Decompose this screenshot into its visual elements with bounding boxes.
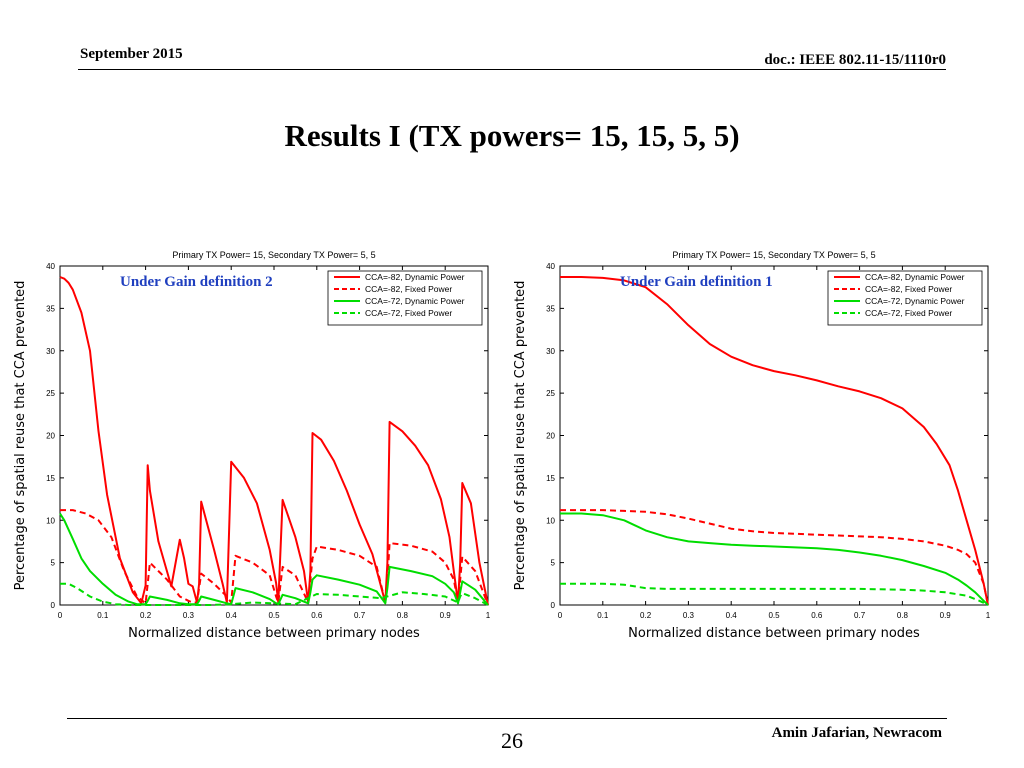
legend-label: CCA=-82, Dynamic Power: [365, 272, 465, 282]
y-tick-label: 5: [51, 559, 56, 568]
chart-left-svg: Primary TX Power= 15, Secondary TX Power…: [13, 250, 491, 641]
y-axis-label: Percentage of spatial reuse that CCA pre…: [513, 281, 528, 591]
legend-label: CCA=-82, Fixed Power: [365, 284, 452, 294]
x-tick-label: 0.9: [940, 611, 952, 620]
footer-divider: [67, 718, 947, 719]
x-tick-label: 0.6: [811, 611, 823, 620]
header-divider: [78, 69, 946, 70]
y-tick-label: 20: [46, 432, 55, 441]
chart-annotation: Under Gain definition 1: [620, 274, 773, 290]
y-axis-label: Percentage of spatial reuse that CCA pre…: [13, 281, 28, 591]
x-tick-label: 0.4: [726, 611, 738, 620]
x-tick-label: 1: [986, 611, 991, 620]
series-line-4: [60, 582, 489, 606]
x-axis-label: Normalized distance between primary node…: [628, 626, 920, 641]
legend-label: CCA=-72, Fixed Power: [865, 308, 952, 318]
header-doc-id: doc.: IEEE 802.11-15/1110r0: [764, 52, 946, 68]
y-tick-label: 40: [46, 262, 55, 271]
legend-label: CCA=-72, Dynamic Power: [865, 296, 965, 306]
legend-box: [827, 270, 983, 326]
series-line-3: [560, 512, 989, 606]
x-tick-label: 0.3: [183, 611, 195, 620]
y-tick-label: 25: [46, 389, 55, 398]
series-line-4: [560, 582, 989, 606]
chart-annotation: Under Gain definition 2: [120, 274, 273, 290]
x-tick-label: 0.6: [311, 611, 323, 620]
x-axis-label: Normalized distance between primary node…: [128, 626, 420, 641]
series-line-1: [560, 276, 989, 606]
x-tick-label: 0: [58, 611, 63, 620]
chart-right: Primary TX Power= 15, Secondary TX Power…: [510, 244, 1000, 654]
page-number: 26: [501, 728, 523, 753]
series-line-2: [60, 509, 489, 606]
y-tick-label: 30: [546, 347, 555, 356]
y-tick-label: 35: [46, 304, 55, 313]
y-tick-label: 0: [51, 601, 56, 610]
x-tick-label: 0.5: [268, 611, 280, 620]
chart-right-svg: Primary TX Power= 15, Secondary TX Power…: [513, 250, 991, 641]
y-tick-label: 25: [546, 389, 555, 398]
y-tick-label: 15: [46, 474, 55, 483]
x-tick-label: 0.2: [640, 611, 652, 620]
legend-label: CCA=-72, Fixed Power: [365, 308, 452, 318]
series-line-1: [59, 276, 489, 606]
y-tick-label: 30: [46, 347, 55, 356]
x-tick-label: 0.1: [597, 611, 609, 620]
legend-label: CCA=-82, Fixed Power: [865, 284, 952, 294]
footer-author: Amin Jafarian, Newracom: [771, 725, 942, 741]
x-tick-label: 0.5: [768, 611, 780, 620]
y-tick-label: 40: [546, 262, 555, 271]
series-line-2: [560, 509, 989, 606]
y-tick-label: 10: [46, 516, 55, 525]
x-tick-label: 0.8: [397, 611, 409, 620]
series-line-3: [59, 512, 489, 606]
x-tick-label: 0.8: [897, 611, 909, 620]
x-tick-label: 0.7: [354, 611, 366, 620]
chart-title: Primary TX Power= 15, Secondary TX Power…: [672, 250, 875, 260]
y-tick-label: 0: [551, 601, 556, 610]
x-tick-label: 0: [558, 611, 563, 620]
x-tick-label: 0.2: [140, 611, 152, 620]
x-tick-label: 1: [486, 611, 491, 620]
header-date: September 2015: [80, 46, 183, 62]
y-tick-label: 15: [546, 474, 555, 483]
slide-title: Results I (TX powers= 15, 15, 5, 5): [284, 118, 740, 153]
chart-left: Primary TX Power= 15, Secondary TX Power…: [10, 244, 500, 654]
y-tick-label: 35: [546, 304, 555, 313]
legend-label: CCA=-72, Dynamic Power: [365, 296, 465, 306]
chart-title: Primary TX Power= 15, Secondary TX Power…: [172, 250, 375, 260]
x-tick-label: 0.4: [226, 611, 238, 620]
legend-box: [327, 270, 483, 326]
y-tick-label: 5: [551, 559, 556, 568]
x-tick-label: 0.3: [683, 611, 695, 620]
x-tick-label: 0.7: [854, 611, 866, 620]
y-tick-label: 20: [546, 432, 555, 441]
x-tick-label: 0.9: [440, 611, 452, 620]
y-tick-label: 10: [546, 516, 555, 525]
legend-label: CCA=-82, Dynamic Power: [865, 272, 965, 282]
x-tick-label: 0.1: [97, 611, 109, 620]
